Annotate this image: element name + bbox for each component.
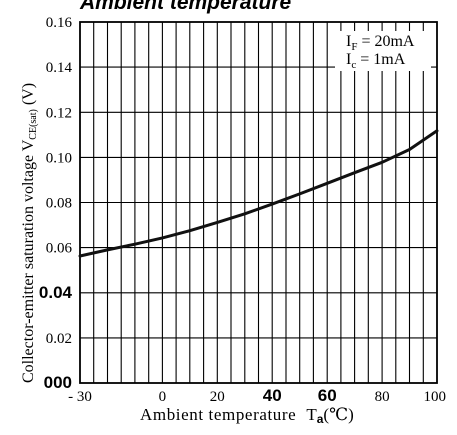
x-tick-label: 40 [263,386,282,405]
x-axis-label: Ambient temperature Ta(℃) [140,405,354,426]
series-line-0 [78,129,439,258]
y-tick-label: 0.14 [46,60,73,76]
series-layer [78,129,439,258]
annotation-if-symbol: I [346,33,351,50]
x-tick-label: 20 [210,389,225,405]
annotation-if: IF = 20mA [346,33,415,53]
x-axis-label-unit: (℃) [323,405,353,424]
annotation-if-value: = 20mA [357,33,414,50]
y-axis-label-text: Collector-emitter saturation voltage V [20,139,37,383]
y-axis-label-subscript: CE(sat) [28,109,39,140]
plot-border [79,21,438,384]
annotation-ic-subscript: c [351,59,356,71]
y-tick-label: 0.10 [46,150,72,166]
y-tick-label: 0.08 [46,196,72,212]
x-tick-label: 80 [375,389,390,405]
tick-labels: 000 0.02 0.04 0.06 0.08 0.10 0.12 0.14 0.16 - 30 0… [39,15,446,405]
grid [80,22,437,383]
x-axis-label-text: Ambient temperature [140,405,296,424]
annotation-ic-value: = 1mA [356,51,405,68]
x-tick-label: - 30 [68,389,92,405]
y-tick-label: 0.16 [46,15,73,31]
annotation-box [335,31,431,71]
x-tick-label: 60 [318,386,337,405]
annotation-ic: Ic = 1mA [346,51,406,71]
y-tick-label: 0.12 [46,105,72,121]
x-tick-label: 0 [159,389,167,405]
y-axis-label: Collector-emitter saturation voltage VCE… [20,83,39,383]
y-tick-label: 0.04 [39,283,73,302]
x-axis-label-subscript: a [317,412,324,426]
y-tick-label: 0.06 [46,241,73,257]
annotation-ic-symbol: I [346,51,351,68]
annotation-if-subscript: F [351,41,357,53]
y-axis-label-unit: (V) [20,83,37,105]
chart-title: Ambient temperature [79,0,292,14]
x-axis-label-symbol: T [306,405,317,424]
y-tick-label: 0.02 [46,331,72,347]
plot-frame [79,21,438,384]
x-tick-label: 100 [424,389,447,405]
y-tick-label: 000 [44,373,72,392]
